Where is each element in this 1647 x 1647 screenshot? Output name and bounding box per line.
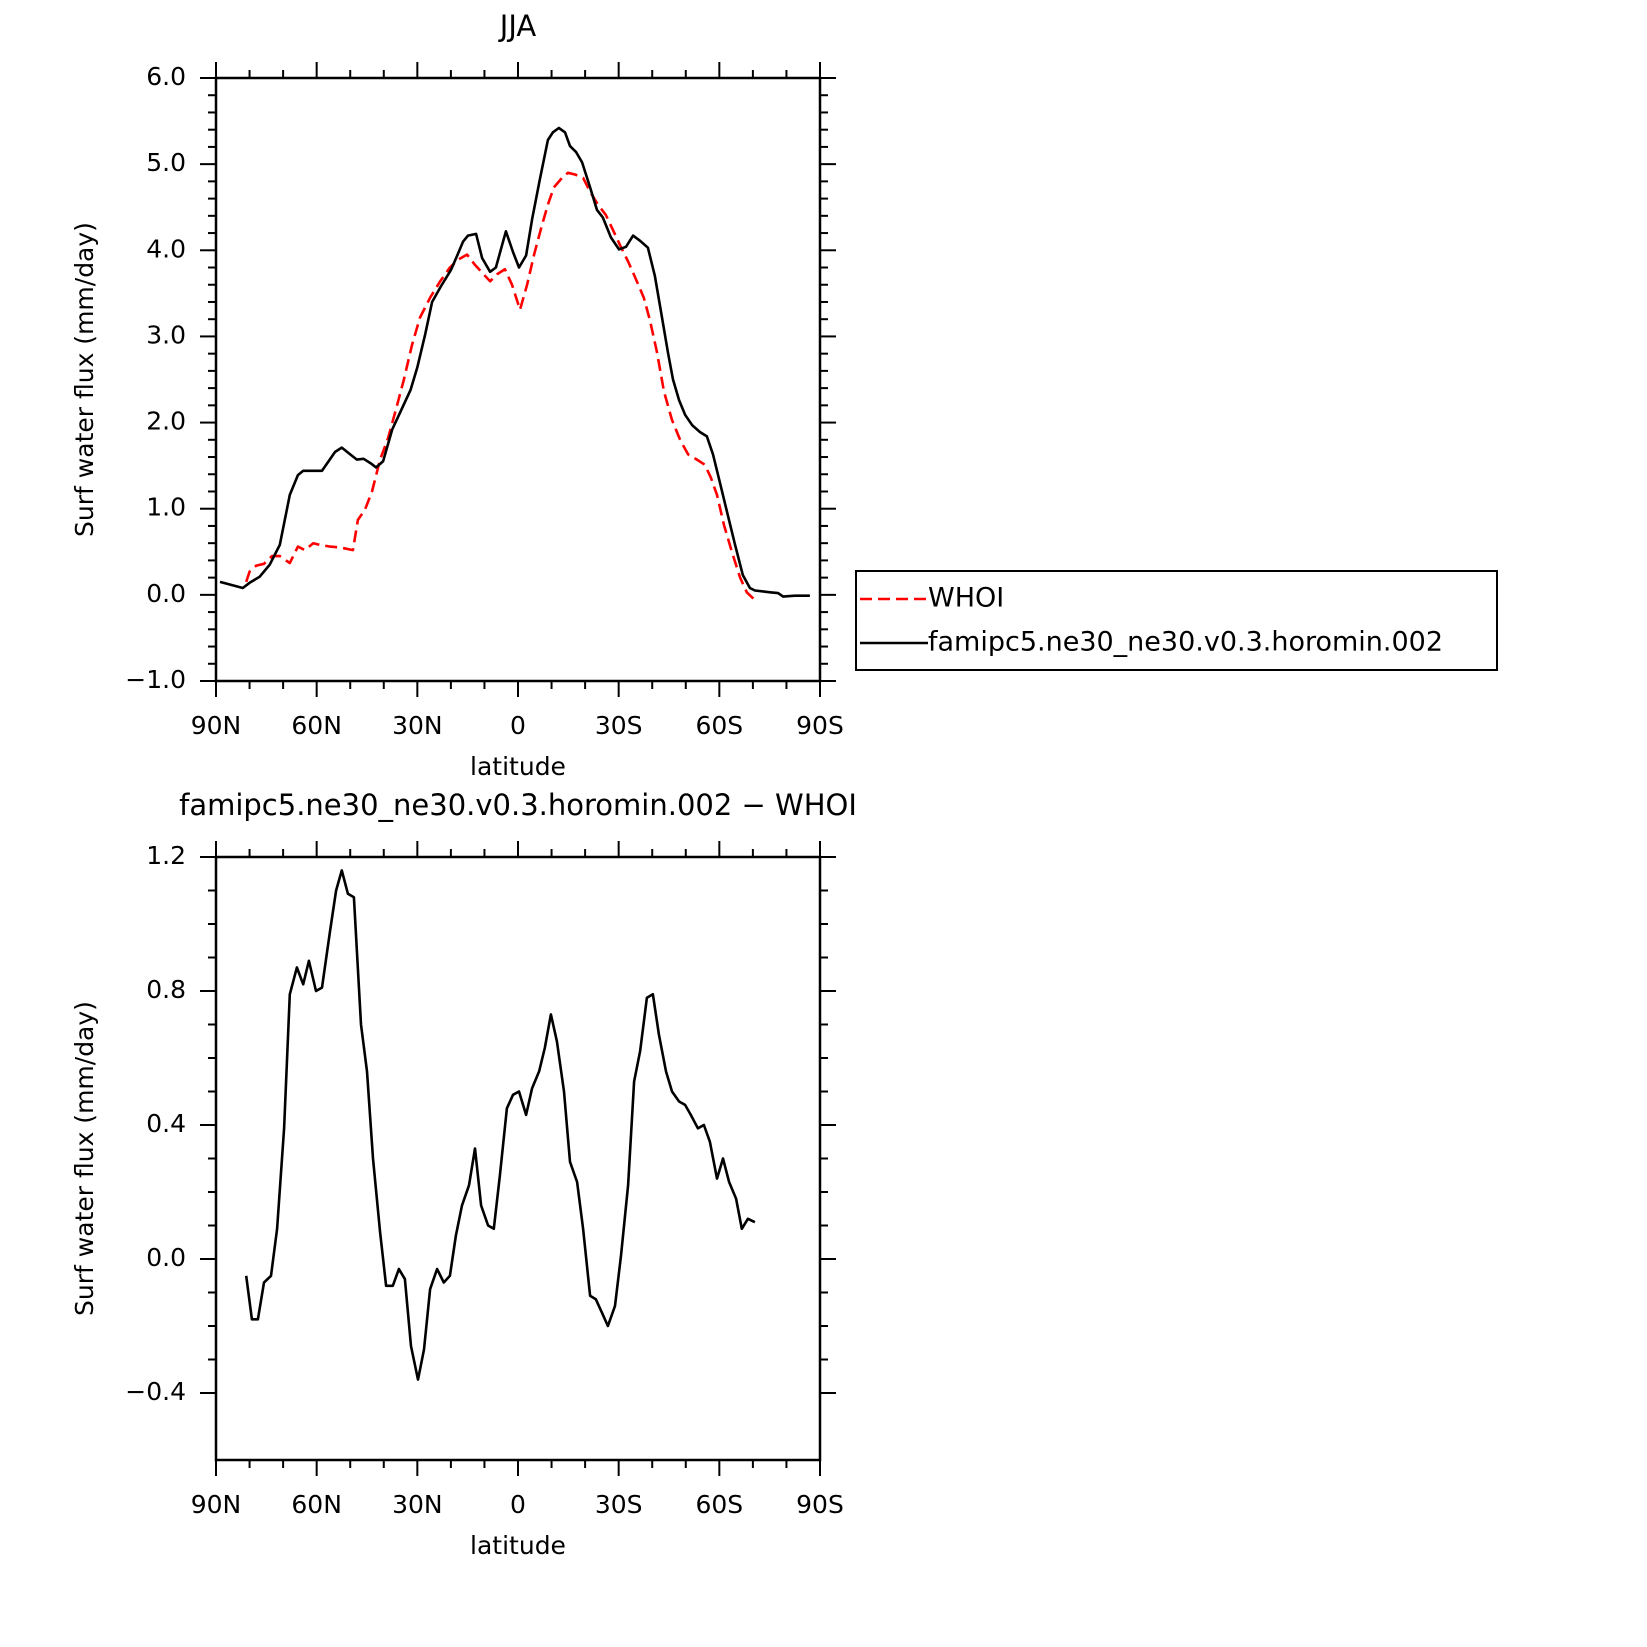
x-tick-label: 60N [291,1490,342,1519]
y-axis-label: Surf water flux (mm/day) [70,1001,99,1316]
data-line [219,126,810,598]
x-tick-label: 60S [695,711,743,740]
x-tick-label: 0 [510,1490,526,1519]
y-tick-label: 6.0 [146,62,186,91]
legend-label: WHOI [928,583,1004,614]
plot-frame [214,855,822,1462]
y-tick-label: −0.4 [125,1377,186,1406]
x-tick-label: 30S [595,1490,643,1519]
x-tick-label: 30S [595,711,643,740]
data-line [244,171,756,601]
x-tick-label: 60N [291,711,342,740]
y-tick-label: 0.4 [146,1109,186,1138]
y-axis-label: Surf water flux (mm/day) [70,222,99,537]
chart-title: famipc5.ne30_ne30.v0.3.horomin.002 − WHO… [179,788,857,822]
y-tick-label: 0.8 [146,975,186,1004]
y-tick-label: 5.0 [146,148,186,177]
y-tick-label: 4.0 [146,234,186,263]
legend-box [855,570,1498,671]
x-tick-label: 90N [191,1490,242,1519]
legend-label: famipc5.ne30_ne30.v0.3.horomin.002 [928,627,1443,658]
x-axis-label: latitude [470,752,566,781]
y-tick-label: 1.0 [146,493,186,522]
x-tick-label: 30N [392,1490,443,1519]
y-tick-label: 3.0 [146,320,186,349]
x-tick-label: 30N [392,711,443,740]
x-axis-label: latitude [470,1531,566,1560]
y-tick-label: 2.0 [146,407,186,436]
x-tick-label: 90S [796,1490,844,1519]
x-tick-label: 0 [510,711,526,740]
x-tick-label: 60S [695,1490,743,1519]
data-line [244,869,756,1381]
plot-frame [214,76,822,683]
x-tick-label: 90N [191,711,242,740]
chart-title: JJA [498,9,537,43]
y-tick-label: 0.0 [146,1243,186,1272]
y-tick-label: 1.2 [146,841,186,870]
y-tick-label: −1.0 [125,665,186,694]
y-tick-label: 0.0 [146,579,186,608]
x-tick-label: 90S [796,711,844,740]
